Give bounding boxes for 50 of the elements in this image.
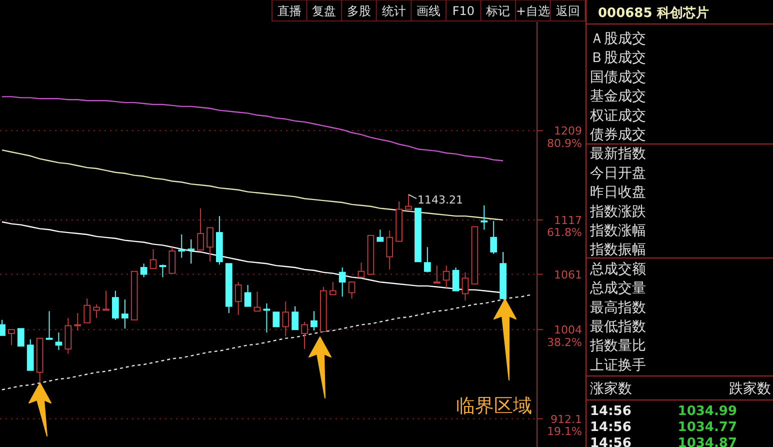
text: 指数涨跌 [589, 204, 646, 220]
y2-tick-label: 19.1% [547, 424, 582, 438]
annotation: 临界区域 [456, 395, 532, 417]
text: 标记 [485, 4, 510, 18]
text: 上证换手 [590, 357, 646, 374]
text: 国债成交 [590, 69, 646, 86]
text: 1034.99 [678, 404, 737, 419]
text: 指数量比 [589, 338, 646, 354]
text: 1034.87 [678, 436, 737, 447]
text: 跌家数 [729, 381, 771, 397]
text: Ｂ股成交 [590, 50, 646, 66]
y-tick-label: 1209 [554, 124, 582, 138]
text: 返回 [556, 4, 580, 18]
text: 基金成交 [590, 88, 646, 105]
annotation: 1143.21 [418, 194, 464, 207]
text: 昨日收盘 [590, 184, 646, 201]
y-tick-label: 1117 [554, 214, 582, 227]
text: 画线 [416, 4, 441, 18]
text: 总成交量 [589, 280, 646, 297]
text: 14:56 [590, 404, 632, 419]
text: 最新指数 [590, 146, 646, 162]
line-series [1, 294, 532, 390]
y-tick-label: 912.1 [550, 412, 582, 426]
line-series [1, 149, 504, 221]
y2-tick-label: 61.8% [547, 226, 582, 239]
text: 多股 [347, 4, 371, 18]
text: 14:56 [590, 420, 632, 435]
text: 最低指数 [590, 319, 646, 335]
text: F10 [452, 4, 474, 18]
y-tick-label: 1004 [554, 324, 582, 337]
text: 统计 [382, 4, 406, 18]
text: 14:56 [590, 436, 632, 447]
text: 权证成交 [589, 108, 646, 124]
text: 000685 科创芯片 [598, 6, 709, 21]
text: Ａ股成交 [590, 31, 646, 47]
text: 指数振幅 [589, 242, 646, 258]
text: 指数涨幅 [589, 223, 646, 239]
y2-tick-label: 80.9% [547, 136, 582, 150]
y-tick-label: 1061 [554, 268, 582, 282]
line-series [1, 96, 504, 162]
y2-tick-label: 38.2% [547, 336, 582, 349]
text: 最高指数 [590, 300, 646, 316]
text: 直播 [277, 4, 302, 18]
text: 1034.77 [678, 420, 737, 435]
text: 今日开盘 [590, 165, 646, 182]
text: +自选 [516, 4, 550, 18]
text: 复盘 [312, 4, 336, 18]
text: 总成交额 [589, 261, 646, 278]
text: 涨家数 [590, 381, 632, 397]
text: 债券成交 [590, 127, 646, 143]
